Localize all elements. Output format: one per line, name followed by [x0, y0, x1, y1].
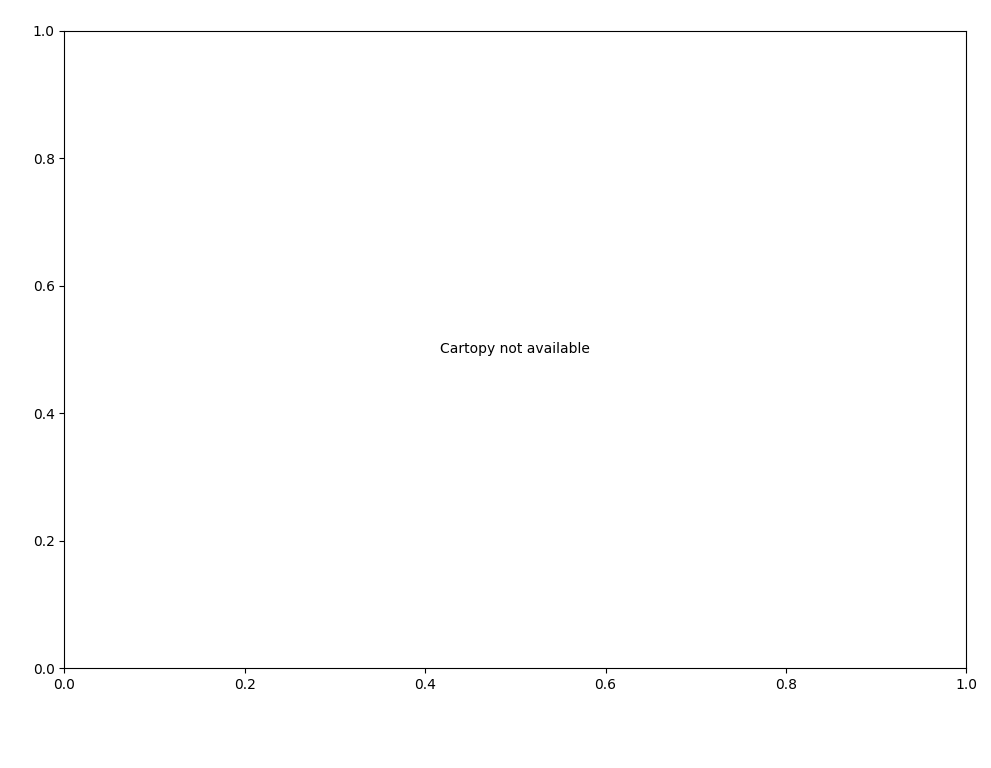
Text: Cartopy not available: Cartopy not available [440, 343, 591, 356]
